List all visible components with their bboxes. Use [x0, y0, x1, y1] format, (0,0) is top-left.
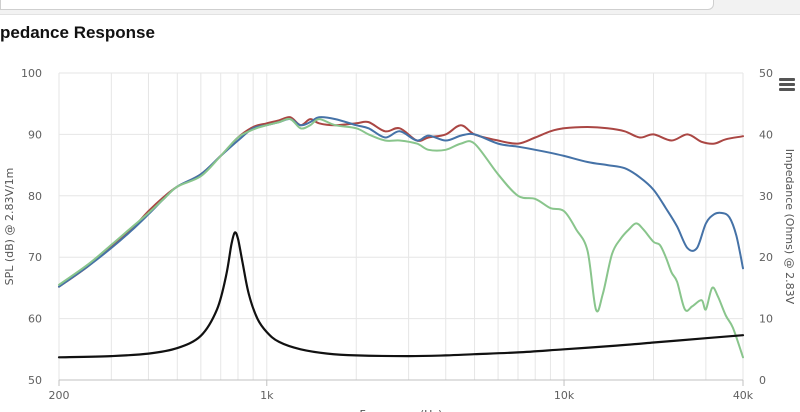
y-left-tick-label: 100 [21, 67, 42, 80]
y-right-tick-label: 0 [759, 374, 766, 387]
series-line-4 [57, 231, 745, 359]
series-layer [57, 116, 745, 359]
y-right-tick-label: 30 [759, 190, 773, 203]
x-tick-label: 10k [554, 389, 575, 402]
grid-layer [58, 72, 744, 381]
y-left-axis-title: SPL (dB) @ 2.83V/1m [3, 168, 16, 286]
y-right-tick-label: 40 [759, 128, 773, 141]
y-right-tick-label: 50 [759, 67, 773, 80]
address-bar[interactable] [0, 0, 714, 10]
chart-title: pedance Response [0, 23, 155, 42]
y-left-tick-label: 70 [28, 251, 42, 264]
browser-toolbar [0, 0, 800, 15]
x-axis-title: Frequency (Hz) [360, 408, 443, 412]
y-left-tick-label: 60 [28, 313, 42, 326]
x-tick-label: 1k [260, 389, 274, 402]
x-tick-label: 200 [49, 389, 70, 402]
x-tick-label: 40k [733, 389, 754, 402]
hamburger-menu-icon[interactable] [779, 78, 795, 92]
y-right-tick-label: 20 [759, 251, 773, 264]
y-left-tick-label: 80 [28, 190, 42, 203]
y-left-tick-label: 90 [28, 128, 42, 141]
y-right-axis-title: Impedance (Ohms) @ 2.83V [783, 149, 796, 305]
series-line-3 [58, 117, 744, 359]
y-right-tick-label: 10 [759, 313, 773, 326]
y-left-tick-label: 50 [28, 374, 42, 387]
axis-layer: 50 60 70 80 90 100 0 10 20 30 40 50 200 1k 10k 40k Frequ… [3, 67, 796, 412]
